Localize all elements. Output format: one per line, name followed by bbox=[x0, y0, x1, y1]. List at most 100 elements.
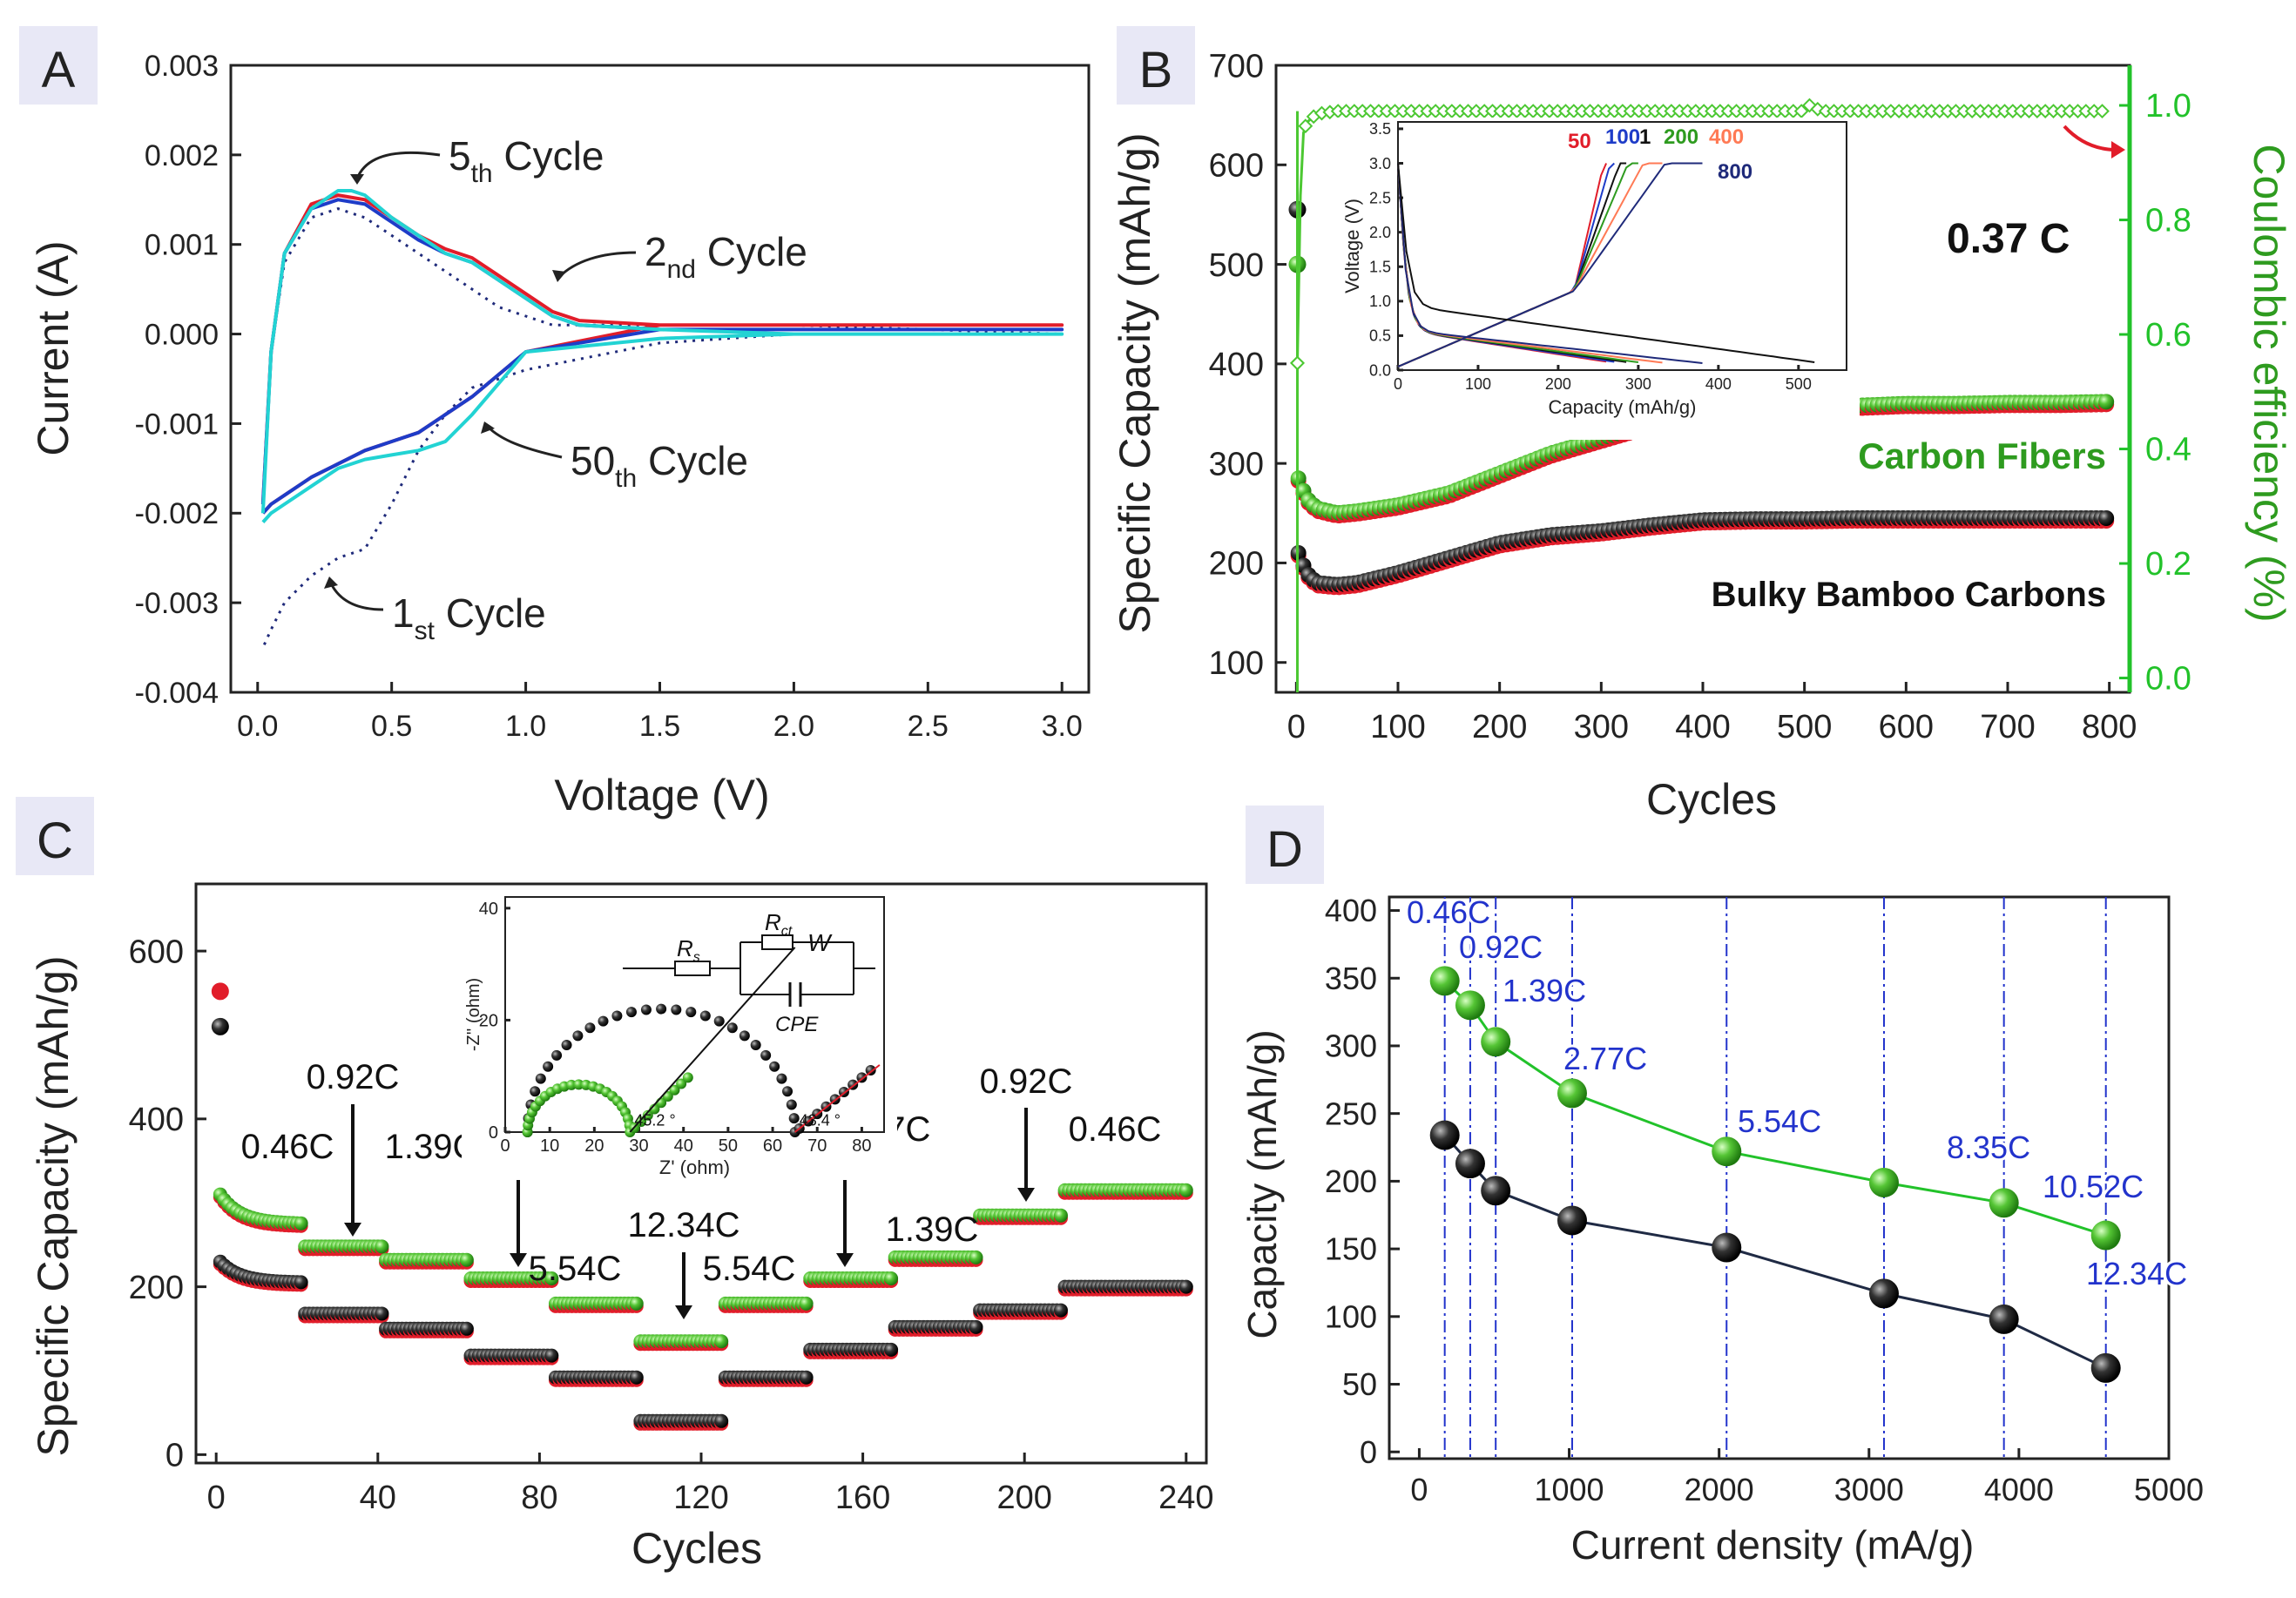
y-tick-label: 1.0 bbox=[1369, 293, 1391, 310]
chart-d-xlabel: Current density (mA/g) bbox=[1571, 1522, 1975, 1568]
bamboo-marker bbox=[969, 1319, 983, 1334]
y-tick-label: 300 bbox=[1325, 1028, 1377, 1064]
fiber-marker bbox=[714, 1334, 729, 1349]
bamboo-marker bbox=[2090, 1352, 2121, 1383]
fiber-marker bbox=[294, 1216, 308, 1231]
bamboo-marker bbox=[884, 1342, 899, 1357]
x-tick-label: 200 bbox=[1545, 375, 1571, 393]
plot-frame bbox=[504, 896, 885, 1133]
panel-d-label-bg bbox=[1246, 806, 1324, 884]
annotation-5th-cycle: 5th Cycle bbox=[350, 133, 604, 188]
x-tick-label: 800 bbox=[2082, 709, 2137, 745]
x-tick-label: 700 bbox=[1980, 709, 2035, 745]
x-tick-label: 0 bbox=[1410, 1472, 1428, 1507]
x-tick-label: 1.0 bbox=[505, 710, 546, 743]
panel-a-label: A bbox=[42, 42, 76, 98]
rate-label-2.77C: 2.77C bbox=[1563, 1041, 1647, 1076]
svg-text:5th Cycle: 5th Cycle bbox=[449, 133, 604, 188]
ce-marker bbox=[2095, 104, 2110, 119]
y2-tick-label: 1.0 bbox=[2145, 88, 2191, 125]
x-tick-label: 30 bbox=[629, 1136, 648, 1156]
rate-label-0.92C: 0.92C bbox=[980, 1062, 1073, 1101]
panel-a-label-bg bbox=[19, 26, 98, 105]
bamboo-marker bbox=[1712, 1232, 1742, 1263]
circuit-cpe-label: CPE bbox=[775, 1013, 819, 1036]
eis-fit-line bbox=[794, 1064, 881, 1133]
chart-a: 0.0 0.5 1.0 1.5 2.0 2.5 3.0 -0.004 -0.003 -0.002 -… bbox=[135, 50, 1091, 743]
y2-tick-label: 0.0 bbox=[2145, 661, 2191, 698]
inset-curve-label: 1 bbox=[1639, 125, 1651, 149]
fiber-marker bbox=[799, 1296, 814, 1311]
svg-text:1st Cycle: 1st Cycle bbox=[392, 590, 546, 645]
y-tick-label: 40 bbox=[479, 900, 498, 919]
bamboo-marker bbox=[1481, 1176, 1511, 1206]
x-tick-label: 0.0 bbox=[237, 710, 278, 743]
y-tick-label: 2.5 bbox=[1369, 189, 1391, 206]
eis-fiber-tail bbox=[682, 1072, 693, 1083]
x-tick-label: 0.5 bbox=[371, 710, 412, 743]
cv-line-1st-cycle bbox=[261, 207, 1064, 649]
inset-xlabel: Capacity (mAh/g) bbox=[1549, 396, 1697, 418]
y-tick-label: 1.5 bbox=[1369, 259, 1391, 276]
bamboo-marker bbox=[2098, 510, 2115, 526]
bamboo-marker bbox=[714, 1413, 729, 1428]
eis-fiber-tail bbox=[669, 1084, 680, 1096]
ce-marker bbox=[1793, 104, 1809, 119]
fiber-marker bbox=[2090, 1220, 2121, 1251]
fiber-marker bbox=[1455, 990, 1485, 1021]
inset-background bbox=[1333, 118, 1860, 440]
x-tick-label: 500 bbox=[1777, 709, 1832, 745]
rate-label-10.52C: 10.52C bbox=[2043, 1169, 2144, 1204]
x-tick-label: 200 bbox=[996, 1480, 1051, 1516]
y-tick-label: 400 bbox=[1209, 347, 1264, 383]
eis-bamboo-point bbox=[782, 1086, 793, 1097]
rate-arrow-head bbox=[836, 1253, 854, 1267]
fiber-marker bbox=[2098, 394, 2115, 410]
y-tick-label: 100 bbox=[1209, 645, 1264, 682]
bamboo-marker bbox=[1989, 1304, 2019, 1334]
x-tick-label: 0 bbox=[1394, 375, 1402, 393]
y-tick-label: 200 bbox=[1325, 1163, 1377, 1199]
chart-b-ylabel: Specific Capacity (mAh/g) bbox=[1111, 132, 1159, 633]
eis-fiber-tail bbox=[676, 1078, 687, 1089]
bamboo-marker bbox=[459, 1321, 474, 1336]
eis-bamboo-point bbox=[561, 1039, 572, 1050]
x-tick-label: 10 bbox=[540, 1136, 559, 1156]
chart-b-arrow bbox=[2063, 125, 2117, 152]
chart-b-inset: 0 100 200 300 400 500 0.0 0.5 1.0 1.5 2.0 2.5 3.0 3.5… bbox=[1333, 118, 1860, 440]
bamboo-marker bbox=[1053, 1303, 1068, 1318]
x-tick-label: 4000 bbox=[1984, 1472, 2054, 1507]
eis-bamboo-point bbox=[535, 1073, 546, 1084]
x-tick-label: 80 bbox=[852, 1136, 871, 1156]
chart-d-ylabel: Capacity (mAh/g) bbox=[1239, 1029, 1285, 1338]
fiber-marker bbox=[459, 1252, 474, 1267]
x-tick-label: 160 bbox=[835, 1480, 890, 1516]
eis-bamboo-point bbox=[750, 1039, 761, 1050]
circuit-w-label: W bbox=[807, 929, 833, 956]
y-tick-label: 0.002 bbox=[145, 139, 219, 172]
eis-bamboo-point bbox=[739, 1030, 750, 1042]
y-tick-label: -0.001 bbox=[135, 408, 219, 441]
eis-bamboo-point bbox=[572, 1030, 584, 1042]
panel-d: D 0 1000 2000 3000 4000 5000 0 50 100 150 200 250 30… bbox=[1239, 806, 2204, 1568]
x-tick-label: 300 bbox=[1625, 375, 1651, 393]
circuit-rct-sub: ct bbox=[781, 924, 793, 939]
x-tick-label: 600 bbox=[1879, 709, 1934, 745]
rate-label-5.54C: 5.54C bbox=[529, 1250, 622, 1288]
x-tick-label: 2.5 bbox=[908, 710, 949, 743]
bamboo-marker bbox=[294, 1275, 308, 1290]
rate-label-0.46C: 0.46C bbox=[1407, 894, 1490, 930]
y-tick-label: 400 bbox=[129, 1102, 184, 1138]
x-tick-label: 500 bbox=[1786, 375, 1812, 393]
chart-b-rate-label: 0.37 C bbox=[1947, 216, 2070, 262]
fiber-marker bbox=[1481, 1027, 1511, 1057]
y-tick-label: 0 bbox=[165, 1438, 184, 1474]
rate-label-12.34C: 12.34C bbox=[628, 1206, 740, 1244]
x-tick-label: 5000 bbox=[2134, 1472, 2204, 1507]
y-tick-label: 200 bbox=[1209, 546, 1264, 583]
y-tick-label: 20 bbox=[479, 1011, 498, 1030]
chart-b-label-bamboo: Bulky Bamboo Carbons bbox=[1712, 576, 2106, 614]
inset-ylabel: -Z'' (ohm) bbox=[464, 978, 483, 1051]
plot-frame bbox=[1388, 895, 2171, 1460]
chart-b-label-carbon-fibers: Carbon Fibers bbox=[1858, 435, 2106, 476]
